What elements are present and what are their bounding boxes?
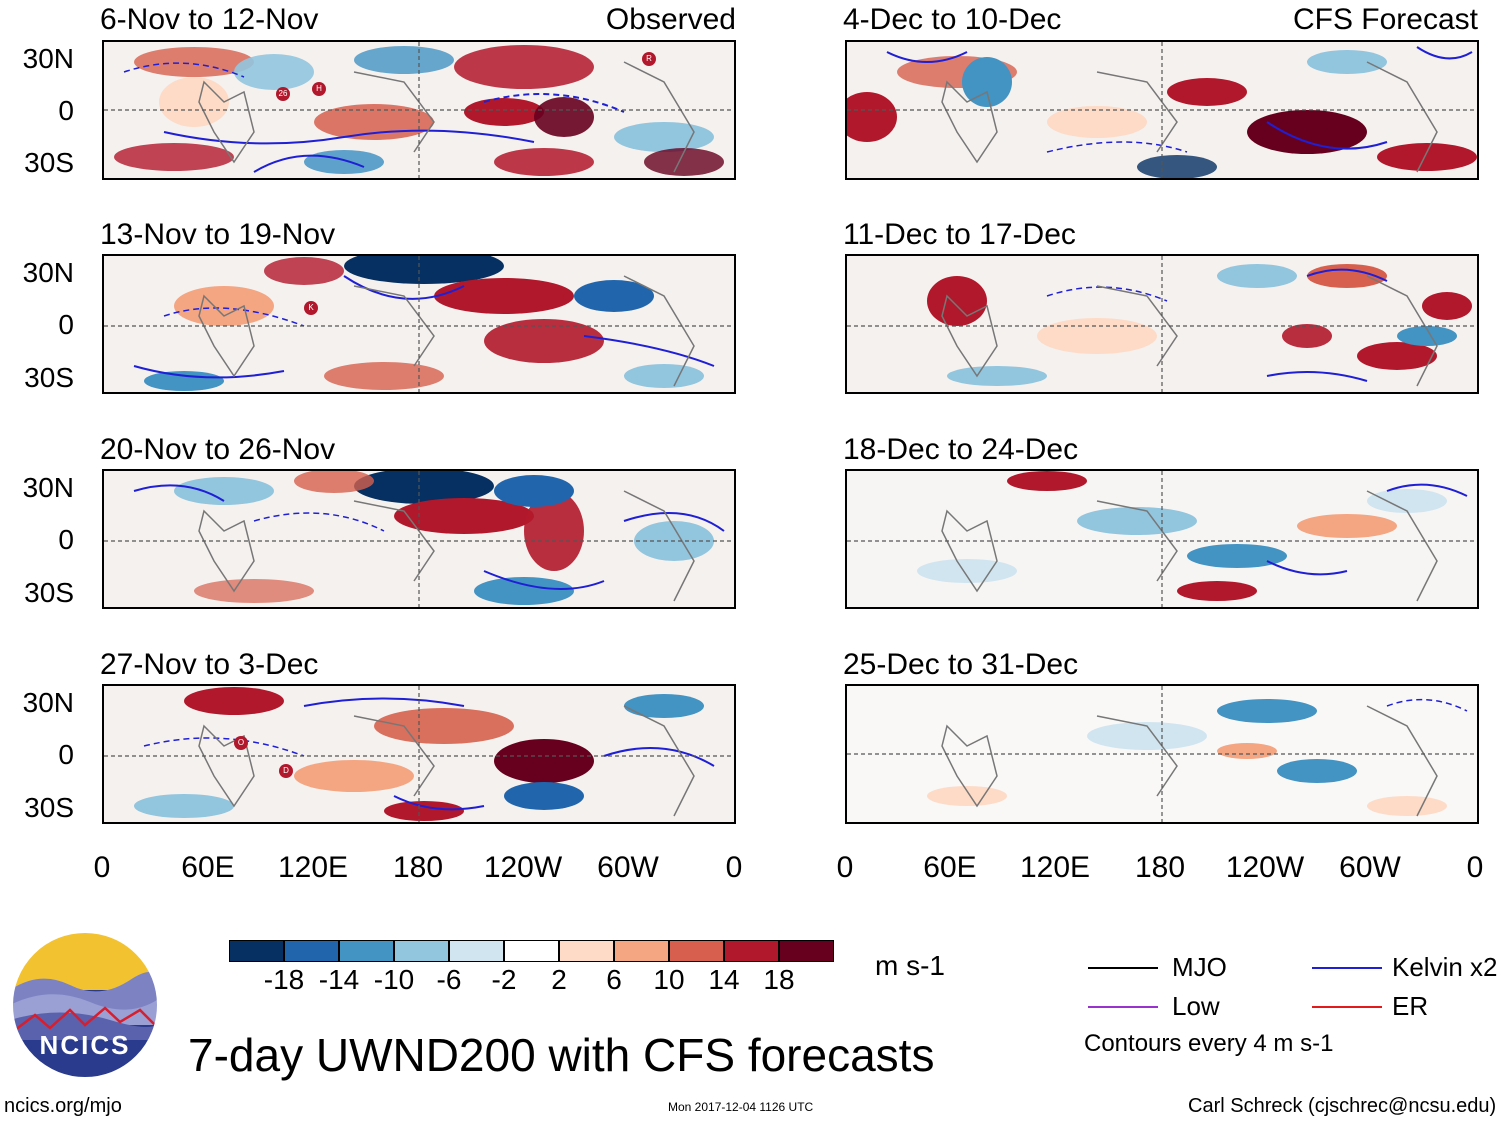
colorbar-label: -2 <box>491 964 517 995</box>
colorbar-swatch <box>449 940 504 962</box>
lon-label: 180 <box>1134 851 1186 884</box>
main-title: 7-day UWND200 with CFS forecasts <box>188 1029 935 1081</box>
legend-line-kelvin <box>1312 967 1382 969</box>
legend-line-mjo <box>1088 967 1158 969</box>
lat-label: 30N <box>22 43 74 74</box>
legend-label-low: Low <box>1172 991 1220 1021</box>
map-panel <box>845 469 1479 609</box>
lon-label: 60E <box>923 851 977 884</box>
colorbar-label: -18 <box>263 964 305 995</box>
colorbar-swatch <box>504 940 559 962</box>
legend-line-er <box>1312 1006 1382 1008</box>
colorbar-label: 18 <box>763 964 795 995</box>
lon-label: 120E <box>1019 851 1091 884</box>
lat-label: 0 <box>58 739 74 770</box>
lon-label: 120E <box>277 851 349 884</box>
lat-label: 30S <box>24 362 74 393</box>
panel-title: 11-Dec to 17-Dec <box>843 218 1076 251</box>
lon-label: 0 <box>725 851 743 884</box>
lon-label: 60E <box>181 851 235 884</box>
footer-credit: Carl Schreck (cjschrec@ncsu.edu) <box>1188 1095 1497 1117</box>
panel-title: 6-Nov to 12-Nov <box>100 3 319 36</box>
logo-graphic <box>11 931 159 1079</box>
footer-url-link[interactable]: ncics.org/mjo <box>4 1095 122 1117</box>
colorbar-label: 14 <box>708 964 740 995</box>
panel-tag-forecast: CFS Forecast <box>1292 3 1478 36</box>
colorbar-swatch <box>559 940 614 962</box>
logo-text: NCICS <box>39 1030 131 1060</box>
colorbar-label: -14 <box>318 964 360 995</box>
lat-label: 30S <box>24 147 74 178</box>
lon-label: 60W <box>1339 851 1401 884</box>
colorbar-swatch <box>779 940 834 962</box>
colorbar-swatch <box>669 940 724 962</box>
storm-marker: H <box>312 82 326 96</box>
colorbar-label: 6 <box>606 964 622 995</box>
legend-line-low <box>1088 1006 1158 1008</box>
lat-label: 0 <box>58 309 74 340</box>
storm-marker: R <box>642 52 656 66</box>
colorbar-swatch <box>724 940 779 962</box>
map-panel: O D <box>102 684 736 824</box>
lat-label: 30N <box>22 472 74 503</box>
colorbar-label: -10 <box>373 964 415 995</box>
map-panel <box>845 684 1479 824</box>
panel-title: 4-Dec to 10-Dec <box>843 3 1062 36</box>
lon-label: 0 <box>836 851 854 884</box>
panel-title: 27-Nov to 3-Dec <box>100 648 319 681</box>
lon-label: 180 <box>392 851 444 884</box>
colorbar-label: -6 <box>436 964 462 995</box>
lon-label: 60W <box>597 851 659 884</box>
panel-title: 25-Dec to 31-Dec <box>843 648 1079 681</box>
colorbar-swatch <box>614 940 669 962</box>
lon-label: 120W <box>483 851 563 884</box>
map-panel <box>102 469 736 609</box>
lat-label: 0 <box>58 524 74 555</box>
panel-title: 20-Nov to 26-Nov <box>100 433 336 466</box>
colorbar-label: 10 <box>653 964 685 995</box>
legend-label-er: ER <box>1392 991 1429 1021</box>
colorbar-label: 2 <box>551 964 567 995</box>
panel-title: 18-Dec to 24-Dec <box>843 433 1079 466</box>
map-panel <box>845 40 1479 180</box>
legend-label-mjo: MJO <box>1172 952 1227 982</box>
map-panel <box>845 254 1479 394</box>
storm-marker: O <box>234 736 248 750</box>
panel-title: 13-Nov to 19-Nov <box>100 218 336 251</box>
storm-marker: 26 <box>276 87 290 101</box>
lon-label: 120W <box>1225 851 1305 884</box>
footer-timestamp: Mon 2017-12-04 1126 UTC <box>668 1100 814 1114</box>
storm-marker: K <box>304 301 318 315</box>
lat-label: 30S <box>24 577 74 608</box>
legend-label-kelvin: Kelvin x2 <box>1392 952 1498 982</box>
lat-label: 0 <box>58 95 74 126</box>
map-panel: R 26 H <box>102 40 736 180</box>
map-panel: K <box>102 254 736 394</box>
colorbar-swatch <box>229 940 284 962</box>
colorbar-swatch <box>339 940 394 962</box>
ncics-logo: NCICS <box>10 930 160 1080</box>
panel-tag-observed: Observed <box>605 3 736 36</box>
colorbar-swatch <box>284 940 339 962</box>
colorbar-unit: m s-1 <box>875 950 945 981</box>
lon-label: 0 <box>1466 851 1484 884</box>
contour-note: Contours every 4 m s-1 <box>1084 1030 1334 1057</box>
lon-label: 0 <box>93 851 111 884</box>
lat-label: 30N <box>22 257 74 288</box>
storm-marker: D <box>279 764 293 778</box>
colorbar-swatch <box>394 940 449 962</box>
lat-label: 30S <box>24 792 74 823</box>
lat-label: 30N <box>22 687 74 718</box>
